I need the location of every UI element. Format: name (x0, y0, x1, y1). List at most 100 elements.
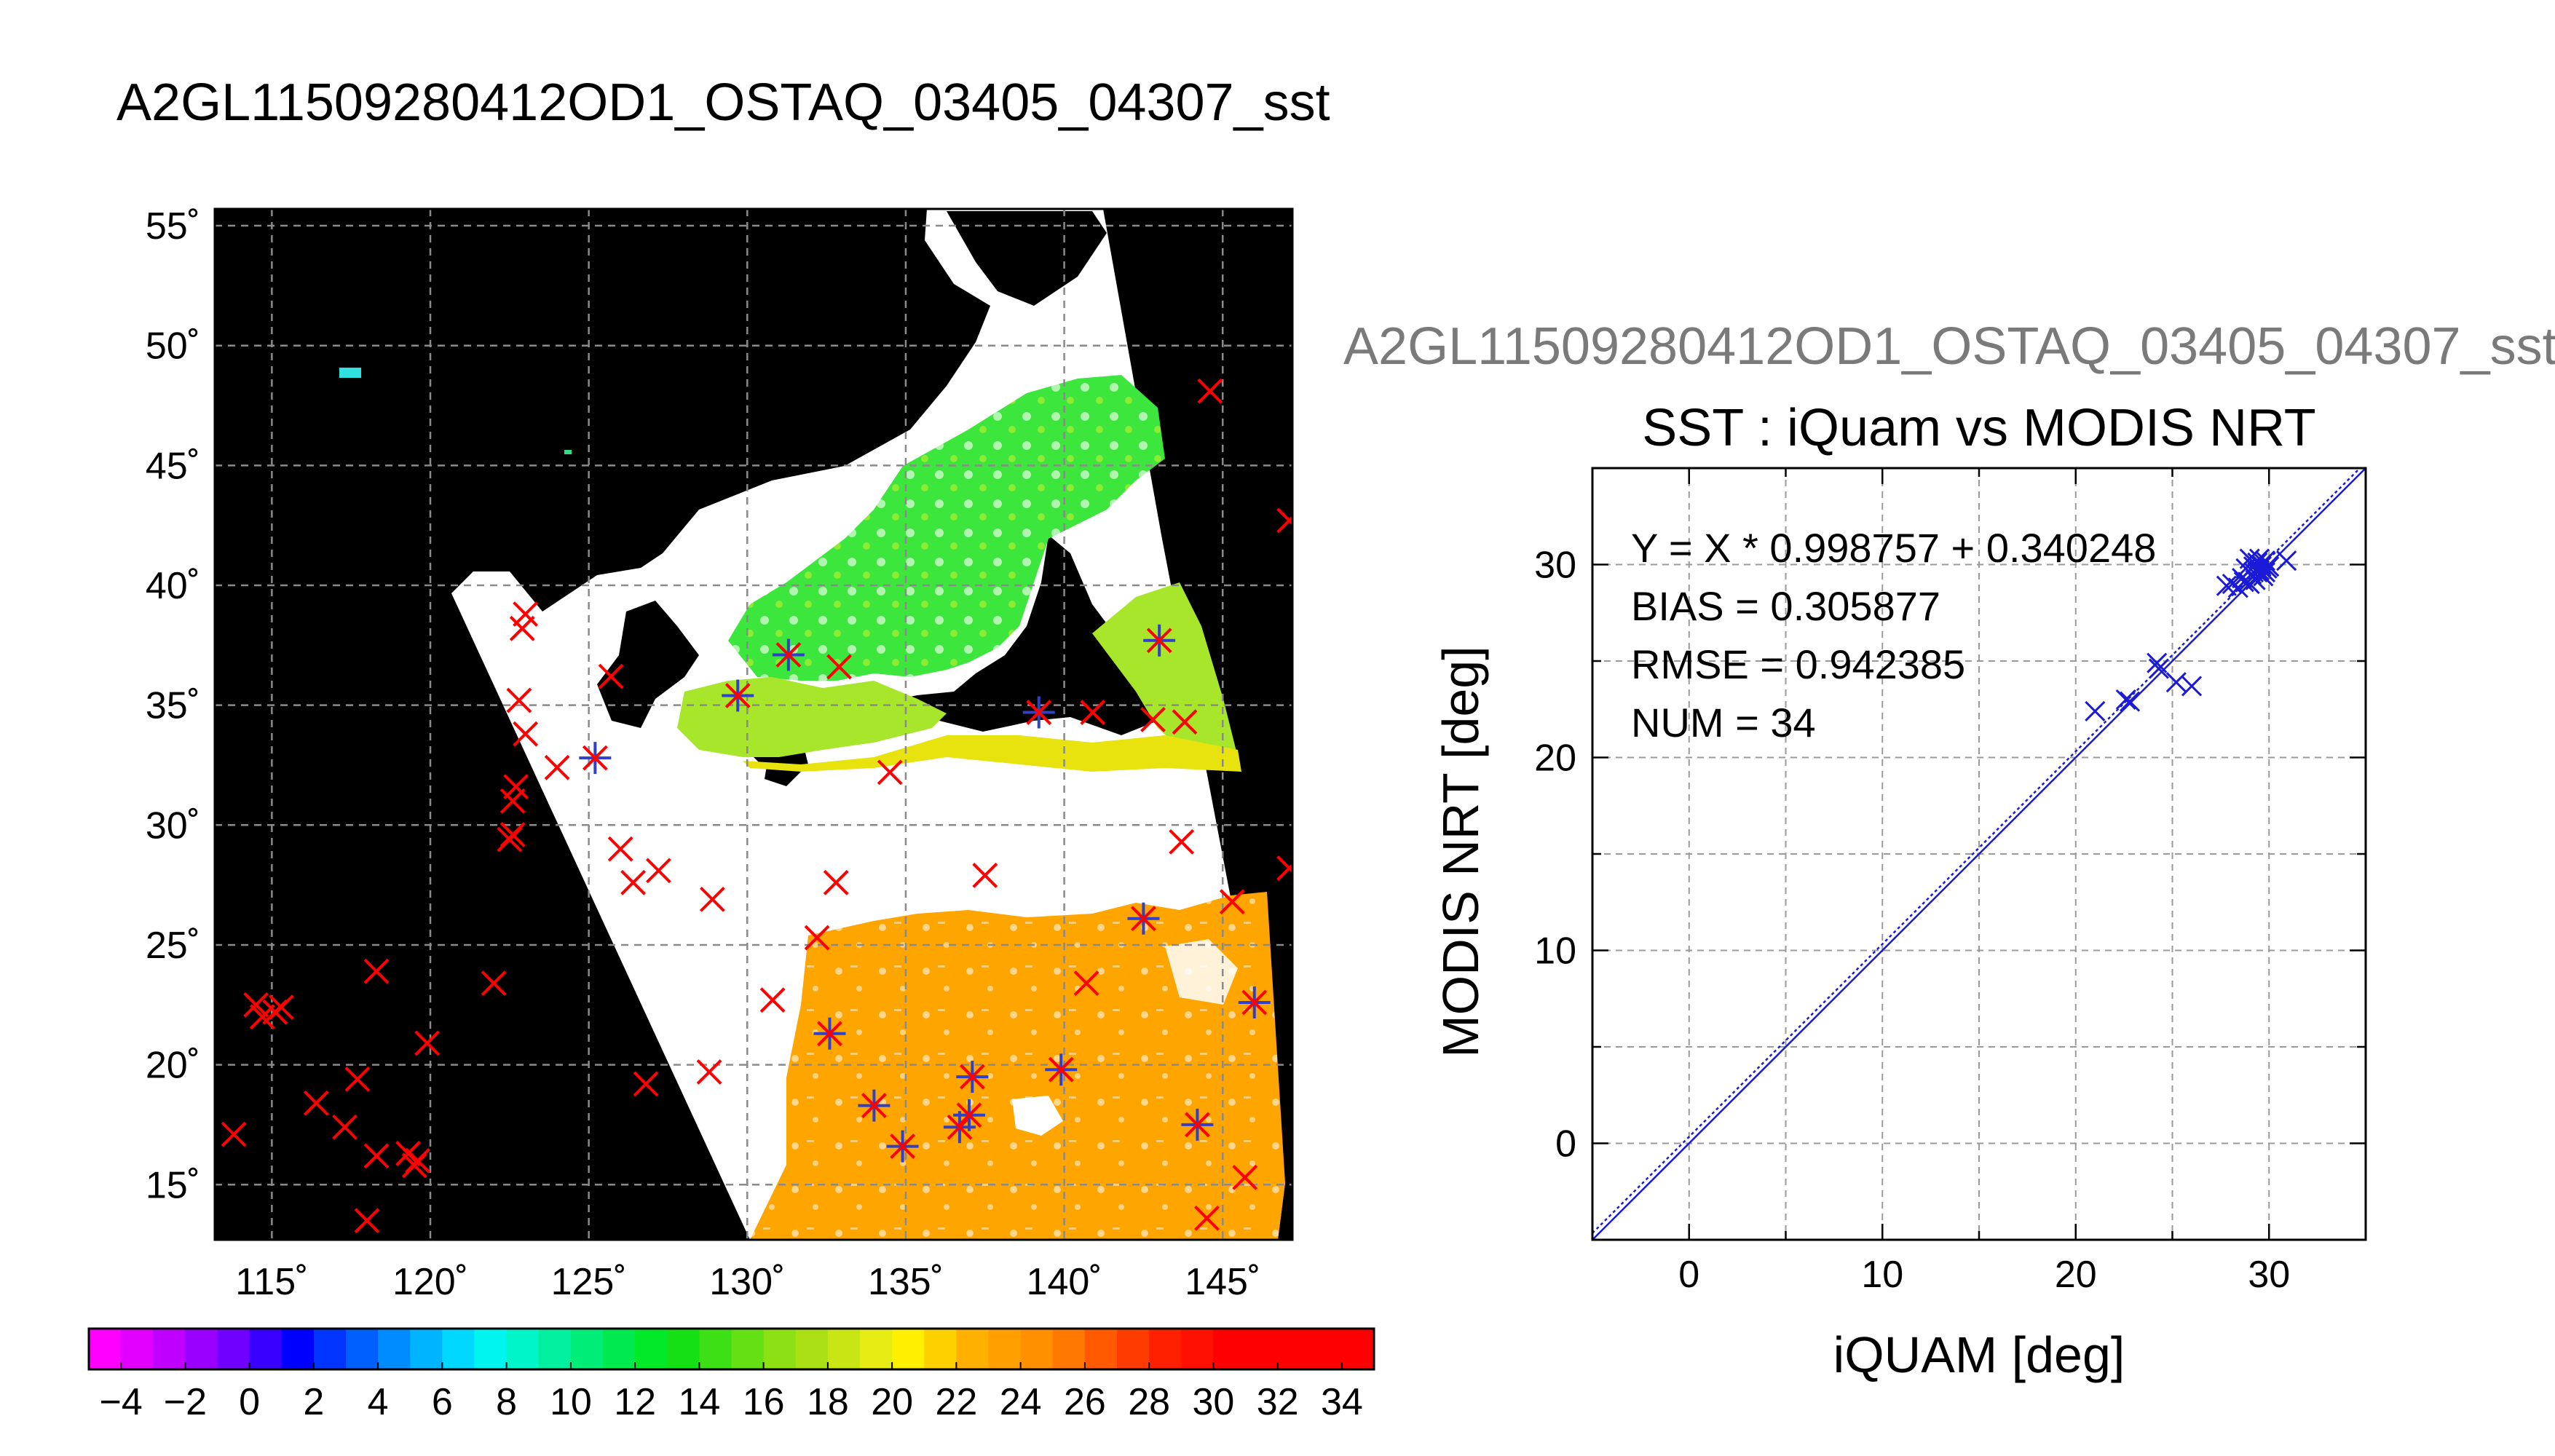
colorbar-tick-label: 4 (368, 1381, 389, 1423)
matched-station-marker (1045, 1053, 1078, 1086)
chart-title: SST : iQuam vs MODIS NRT (1642, 399, 2316, 457)
lat-tick-label: 40˚ (146, 565, 200, 607)
matched-station-marker (772, 638, 805, 671)
matched-station-marker (886, 1130, 919, 1163)
station-marker (1172, 709, 1198, 735)
lat-tick-label: 15˚ (146, 1164, 200, 1206)
scatter-supertitle: A2GL11509280412OD1_OSTAQ_03405_04307_sst (1343, 317, 2555, 376)
swath-orange (750, 892, 1285, 1240)
lon-tick-label: 130˚ (709, 1261, 785, 1303)
matched-station-marker (956, 1061, 989, 1093)
matched-station-marker (1022, 696, 1055, 729)
colorbar-tick-label: 12 (614, 1381, 656, 1423)
colorbar-swatch (1084, 1329, 1118, 1369)
x-tick-label: 30 (2248, 1254, 2290, 1296)
station-marker (363, 1143, 390, 1169)
scatter-point (2165, 672, 2187, 693)
lon-tick-label: 135˚ (868, 1261, 944, 1303)
station-marker (544, 754, 570, 780)
x-tick-label: 20 (2055, 1254, 2097, 1296)
colorbar-swatch (538, 1329, 572, 1369)
colorbar-swatch (763, 1329, 797, 1369)
swath-green-yellow (677, 677, 947, 757)
colorbar-swatch (121, 1329, 154, 1369)
station-marker (1232, 1164, 1258, 1190)
lat-tick-label: 20˚ (146, 1045, 200, 1087)
station-marker (598, 663, 624, 689)
colorbar-swatch (313, 1329, 347, 1369)
matched-station-marker (1143, 624, 1176, 657)
cyan-speck (339, 368, 361, 378)
station-marker (354, 1208, 380, 1234)
scatter-point (2276, 550, 2297, 571)
colorbar-tick-label: 0 (239, 1381, 260, 1423)
station-marker (506, 687, 532, 713)
station-marker (607, 836, 633, 862)
station-marker (823, 869, 849, 895)
colorbar-swatch (1149, 1329, 1182, 1369)
cloud-patch-2 (1165, 939, 1238, 1005)
colorbar-swatch (1181, 1329, 1214, 1369)
matched-station-marker (579, 742, 612, 775)
stat-bias: BIAS = 0.305877 (1631, 583, 1940, 629)
colorbar-swatch (474, 1329, 508, 1369)
matched-station-marker (858, 1089, 891, 1122)
station-marker (332, 1114, 358, 1140)
scatter-point (2148, 658, 2169, 679)
colorbar-tick-label: 8 (496, 1381, 517, 1423)
colorbar-swatch (667, 1329, 700, 1369)
colorbar-tick-label: 34 (1321, 1381, 1363, 1423)
station-marker (1073, 970, 1099, 997)
colorbar-swatch (1052, 1329, 1086, 1369)
lat-tick-label: 50˚ (146, 325, 200, 368)
one-to-one-line (1592, 468, 2366, 1240)
station-marker (1080, 700, 1106, 725)
lon-tick-label: 115˚ (235, 1261, 308, 1303)
colorbar-swatch (1117, 1329, 1150, 1369)
regression-line (1592, 468, 2361, 1234)
colorbar-swatch (506, 1329, 540, 1369)
colorbar-tick-label: 2 (303, 1381, 324, 1423)
y-tick-label: 20 (1534, 737, 1576, 780)
matched-station-marker (1127, 902, 1160, 935)
x-tick-label: 0 (1678, 1254, 1699, 1296)
colorbar-swatch (924, 1329, 957, 1369)
station-marker (759, 987, 786, 1013)
colorbar-swatch (1020, 1329, 1054, 1369)
colorbar-frame (87, 1327, 1375, 1371)
lat-tick-label: 30˚ (146, 804, 200, 847)
colorbar-tick-label: −4 (99, 1381, 142, 1423)
station-marker (481, 970, 507, 997)
station-marker (620, 869, 647, 895)
x-axis-label: iQUAM [deg] (1833, 1326, 2125, 1383)
scatter-point (2147, 652, 2168, 673)
map-title: A2GL11509280412OD1_OSTAQ_03405_04307_sst (117, 74, 1330, 132)
stat-num: NUM = 34 (1631, 700, 1816, 745)
matched-station-marker (813, 1017, 846, 1050)
swath-pacific-green (1092, 582, 1238, 761)
station-marker (972, 863, 998, 888)
colorbar-swatch (378, 1329, 411, 1369)
colorbar-swatch (603, 1329, 636, 1369)
lat-tick-label: 55˚ (146, 205, 200, 248)
colorbar-swatch (731, 1329, 765, 1369)
colorbar-swatch (1341, 1329, 1375, 1369)
colorbar-swatch (89, 1329, 122, 1369)
station-marker (1140, 706, 1166, 732)
lat-tick-label: 25˚ (146, 925, 200, 967)
station-marker (699, 886, 725, 912)
station-marker (696, 1059, 722, 1085)
colorbar-swatch (442, 1329, 475, 1369)
colorbar-tick-label: 26 (1064, 1381, 1106, 1423)
colorbar-tick-label: 24 (1000, 1381, 1042, 1423)
colorbar-swatch (827, 1329, 861, 1369)
x-tick-label: 10 (1861, 1254, 1903, 1296)
station-marker (1276, 855, 1292, 881)
colorbar-swatch (635, 1329, 668, 1369)
matched-station-marker (1238, 986, 1271, 1018)
scatter-point (2115, 689, 2136, 711)
station-marker (221, 1121, 247, 1147)
y-tick-label: 0 (1555, 1123, 1576, 1166)
station-marker (513, 601, 539, 627)
colorbar: −4 −2 0 2 4 6 8 10 12 14 16 18 20 22 24 26 28 30 32 34 (87, 1327, 1375, 1423)
